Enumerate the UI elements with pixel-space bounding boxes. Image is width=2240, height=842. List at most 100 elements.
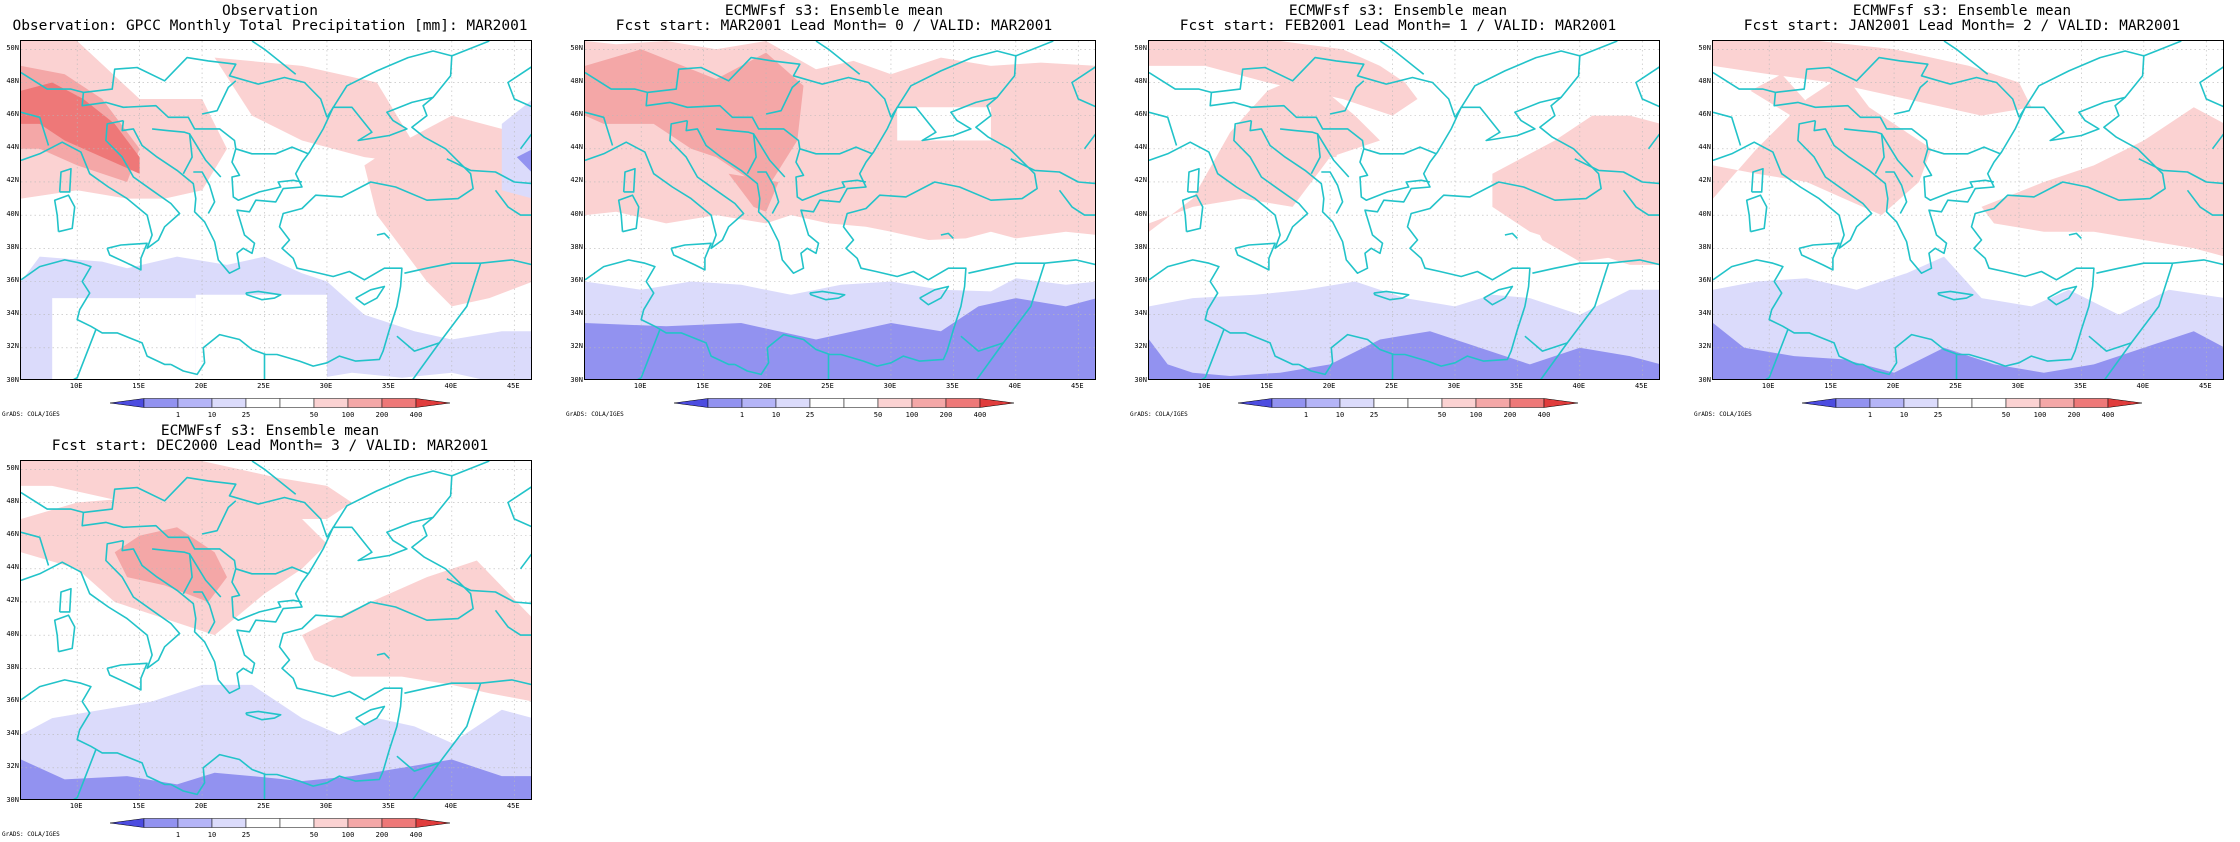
colorbar-label: 10	[207, 831, 217, 839]
colorbar-segment	[843, 398, 879, 408]
coastline	[1844, 128, 1885, 175]
lon-tick-label: 25E	[257, 382, 270, 390]
panel-subtitle: Fcst start: FEB2001 Lead Month= 1 / VALI…	[1179, 18, 1617, 34]
precip-shade-region	[1981, 107, 2223, 257]
lat-tick-label: 36N	[570, 275, 583, 284]
coastline	[1181, 194, 1204, 233]
coastline	[201, 500, 237, 535]
coastline	[21, 111, 50, 146]
colorbar-segment	[1971, 398, 2007, 408]
lat-tick-label: 44N	[6, 143, 19, 152]
coastline	[412, 342, 440, 379]
lon-tick-label: 30E	[883, 382, 897, 390]
colorbar-segment	[1835, 398, 1871, 408]
map-canvas	[21, 461, 531, 799]
lat-tick-label: 30N	[1134, 375, 1147, 384]
coastline	[412, 762, 440, 799]
colorbar-segment	[177, 398, 213, 408]
coastline	[1149, 111, 1178, 146]
coastline	[2138, 158, 2223, 185]
coastline	[1483, 285, 1514, 306]
coastline	[1579, 41, 1618, 57]
lon-tick-label: 30E	[319, 802, 333, 810]
colorbar-segment	[1903, 398, 1939, 408]
coastline	[1635, 66, 1659, 150]
grads-credit: GrADS: COLA/IGES	[566, 411, 624, 418]
lat-tick-label: 50N	[570, 43, 583, 52]
colorbar-segment	[911, 398, 947, 408]
colorbar-segment	[2107, 398, 2142, 408]
coastline	[21, 119, 181, 250]
coastline	[1540, 342, 1568, 379]
precipitation-map	[20, 40, 532, 380]
coastline	[1927, 146, 2001, 155]
colorbar-segment	[245, 818, 281, 828]
coastline	[1015, 41, 1054, 57]
coastline	[1885, 171, 1908, 214]
panel-subtitle: Fcst start: DEC2000 Lead Month= 3 / VALI…	[51, 438, 489, 454]
colorbar-label: 200	[2067, 411, 2081, 419]
lat-tick-label: 38N	[6, 242, 19, 251]
colorbar-segment	[110, 398, 145, 408]
coastline	[1010, 158, 1095, 185]
colorbar	[1802, 398, 2142, 408]
grads-credit: GrADS: COLA/IGES	[1130, 411, 1188, 418]
coastline	[1149, 56, 1456, 118]
colorbar-segment	[347, 818, 383, 828]
coastline	[1524, 262, 1610, 352]
precip-shade-region	[728, 173, 779, 212]
coastline	[355, 705, 386, 726]
coastline	[1149, 119, 1309, 250]
colorbar-label: 400	[973, 411, 987, 419]
coastline	[451, 461, 490, 477]
lat-tick-label: 46N	[6, 110, 19, 119]
colorbar	[1238, 398, 1578, 408]
coastline	[1373, 290, 1410, 301]
coastline	[799, 146, 873, 155]
coastline	[757, 171, 780, 214]
lon-tick-label: 45E	[506, 802, 520, 810]
coastline	[355, 285, 386, 306]
colorbar-segment	[211, 818, 247, 828]
precipitation-map	[20, 460, 532, 800]
colorbar-label: 10	[207, 411, 217, 419]
coastline	[201, 80, 237, 115]
lon-tick-label: 40E	[444, 802, 458, 810]
coastline	[1329, 80, 1365, 115]
lon-tick-label: 10E	[69, 382, 83, 390]
coastline	[637, 329, 661, 379]
lat-tick-label: 46N	[570, 110, 583, 119]
colorbar-segment	[381, 398, 417, 408]
precip-shade-region	[21, 82, 140, 174]
colorbar-segment	[347, 398, 383, 408]
coastline	[326, 470, 453, 538]
coastline	[809, 290, 846, 301]
coastline	[73, 749, 97, 799]
colorbar-label: 400	[409, 411, 423, 419]
colorbar-segment	[1407, 398, 1443, 408]
coastline	[2186, 189, 2223, 216]
coastline	[585, 56, 892, 118]
colorbar-segment	[1271, 398, 1307, 408]
lat-tick-label: 30N	[570, 375, 583, 384]
lat-tick-label: 38N	[570, 242, 583, 251]
lat-tick-label: 36N	[6, 695, 19, 704]
colorbar-label: 25	[1933, 411, 1943, 419]
coastline	[1379, 41, 1425, 75]
colorbar-label: 1	[1867, 411, 1873, 419]
colorbar-segment	[1373, 398, 1409, 408]
map-canvas	[585, 41, 1095, 379]
lat-tick-label: 46N	[6, 530, 19, 539]
colorbar-segment	[279, 818, 315, 828]
coastline	[494, 189, 531, 216]
coastline	[2096, 259, 2223, 274]
colorbar	[110, 818, 450, 828]
coastline	[1454, 50, 1581, 118]
colorbar-segment	[143, 818, 179, 828]
colorbar-segment	[381, 818, 417, 828]
panel-title: Observation	[221, 3, 319, 19]
panel-subtitle: Fcst start: MAR2001 Lead Month= 0 / VALI…	[615, 18, 1053, 34]
coastline	[1532, 259, 1659, 274]
precip-shade-region	[585, 298, 1095, 379]
coastline	[1622, 189, 1659, 216]
